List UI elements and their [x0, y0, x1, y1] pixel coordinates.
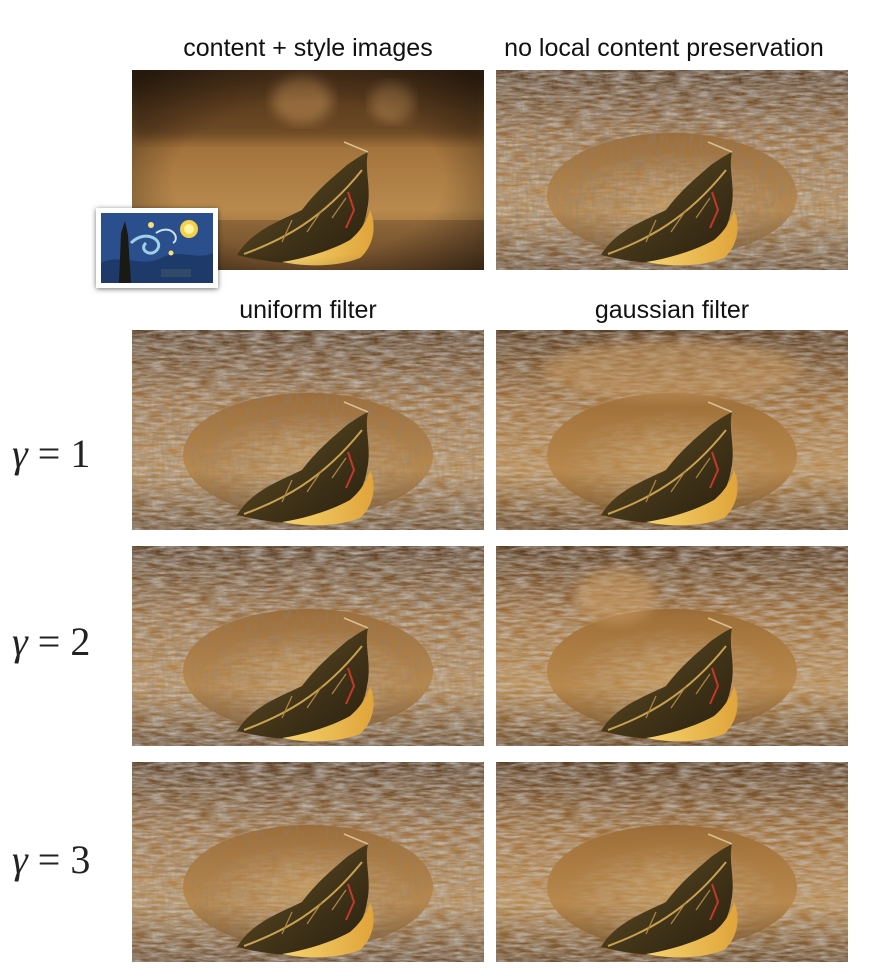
stylized-uniform-g3 [132, 762, 484, 962]
row-label-gamma-3: γ = 3 [12, 837, 91, 882]
column-title-no-preservation: no local content preservation [504, 34, 824, 62]
column-title-content-style: content + style images [183, 34, 433, 62]
stylized-uniform-g1 [132, 330, 484, 530]
stylized-uniform-g2 [132, 546, 484, 746]
stylized-no-preservation [496, 70, 848, 270]
stylized-gaussian-g1 [496, 330, 848, 530]
style-painting-inset [96, 208, 218, 288]
row-label-gamma-1: γ = 1 [12, 431, 91, 476]
column-title-uniform-filter: uniform filter [239, 296, 377, 324]
stylized-gaussian-g3 [496, 762, 848, 962]
column-title-gaussian-filter: gaussian filter [594, 296, 750, 324]
stylized-gaussian-g2 [496, 546, 848, 746]
row-label-gamma-2: γ = 2 [12, 619, 91, 664]
